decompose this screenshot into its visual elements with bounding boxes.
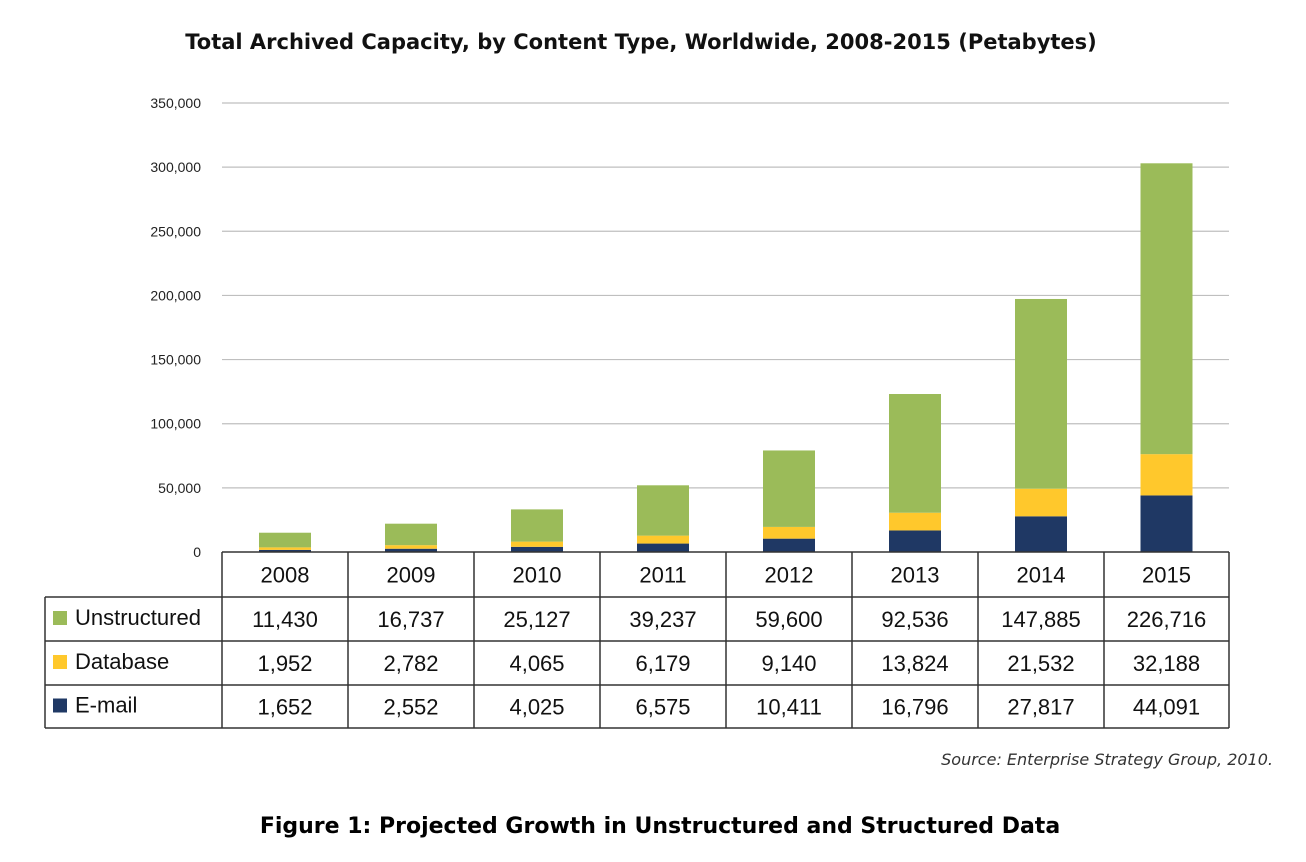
bar-segment-email [385,548,437,552]
data-value: 2,782 [383,651,438,676]
y-tick-label: 100,000 [150,416,201,432]
data-value: 32,188 [1133,651,1200,676]
category-label: 2012 [765,563,814,588]
data-value: 59,600 [755,607,822,632]
y-tick-label: 250,000 [150,223,201,239]
figure-caption: Figure 1: Projected Growth in Unstructur… [260,814,1060,839]
y-tick-label: 50,000 [158,480,201,496]
bar-segment-unstructured [637,485,689,536]
bars [259,163,1193,552]
bar-segment-email [511,546,563,552]
bar-segment-database [511,541,563,547]
legend-label: Unstructured [75,605,201,630]
legend-label: Database [75,649,169,674]
legend-swatch-unstructured [53,611,67,625]
data-value: 92,536 [881,607,948,632]
data-value: 6,179 [635,651,690,676]
bar-segment-unstructured [1015,298,1067,489]
bar-segment-database [889,512,941,531]
data-value: 1,652 [257,695,312,720]
source-note: Source: Enterprise Strategy Group, 2010. [941,750,1273,769]
data-value: 11,430 [252,607,318,632]
bar-segment-database [1015,488,1067,517]
data-value: 147,885 [1001,607,1081,632]
data-value: 16,796 [881,695,948,720]
data-value: 16,737 [377,607,444,632]
data-table: 2008 2009 2010 2011 2012 2013 2014 2015 Unstruct… [44,551,1230,729]
bar-segment-database [385,545,437,549]
data-value: 1,952 [257,651,312,676]
bar-segment-database [763,526,815,539]
data-value: 4,065 [509,651,564,676]
gridlines [222,102,1229,489]
category-label: 2009 [387,563,436,588]
data-value: 21,532 [1007,651,1074,676]
y-tick-label: 0 [193,544,201,560]
bar-segment-database [1140,454,1193,496]
legend-swatch-database [53,655,67,669]
category-label: 2013 [891,563,940,588]
y-tick-label: 150,000 [150,352,201,368]
data-value: 44,091 [1133,695,1200,720]
category-label: 2015 [1142,563,1191,588]
data-value: 13,824 [881,651,948,676]
data-value: 25,127 [503,607,570,632]
category-label: 2010 [513,563,562,588]
data-value: 10,411 [756,695,822,720]
bar-segment-email [763,538,815,552]
data-value: 39,237 [629,607,696,632]
y-tick-label: 200,000 [150,287,201,303]
bar-segment-unstructured [889,394,941,513]
bar-segment-unstructured [511,509,563,542]
legend-label: E-mail [75,693,137,718]
bar-segment-unstructured [385,523,437,546]
y-tick-label: 350,000 [150,95,201,111]
data-value: 226,716 [1127,607,1207,632]
category-label: 2011 [639,563,686,588]
bar-segment-email [1015,516,1067,552]
data-value: 4,025 [509,695,564,720]
bar-segment-unstructured [1140,163,1193,455]
bar-segment-database [637,535,689,544]
data-value: 6,575 [635,695,690,720]
y-tick-label: 300,000 [150,159,201,175]
bar-segment-email [889,530,941,552]
category-label: 2008 [261,563,310,588]
bar-segment-email [1140,495,1193,552]
chart-title: Total Archived Capacity, by Content Type… [185,30,1097,54]
data-value: 2,552 [383,695,438,720]
category-label: 2014 [1017,563,1066,588]
legend-swatch-email [53,698,67,713]
y-axis-tick-labels: 0 50,000 100,000 150,000 200,000 250,000 300,0… [150,95,201,560]
bar-segment-email [259,549,311,552]
bar-segment-unstructured [763,450,815,527]
bar-segment-database [259,547,311,550]
bar-segment-email [637,543,689,552]
data-value: 27,817 [1007,695,1074,720]
bar-segment-unstructured [259,532,311,548]
data-value: 9,140 [761,651,816,676]
